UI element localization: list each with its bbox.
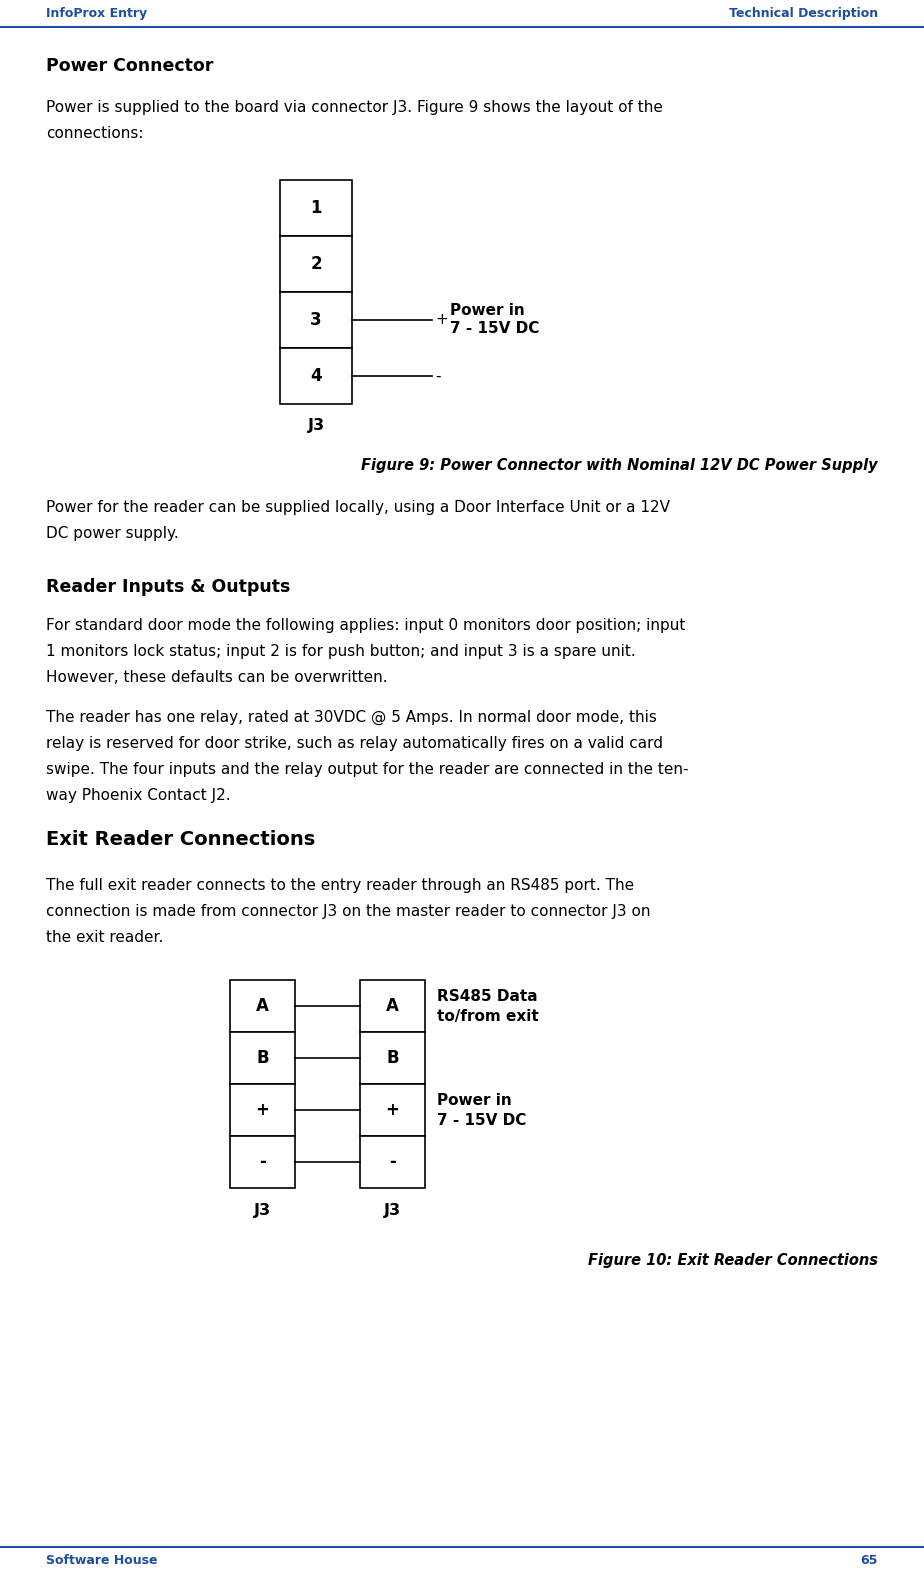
Bar xyxy=(230,981,295,1033)
Text: J3: J3 xyxy=(384,1203,401,1218)
Text: Reader Inputs & Outputs: Reader Inputs & Outputs xyxy=(46,578,290,597)
Text: to/from exit: to/from exit xyxy=(437,1009,539,1025)
Bar xyxy=(360,1033,425,1084)
Bar xyxy=(280,348,352,405)
Text: InfoProx Entry: InfoProx Entry xyxy=(46,8,147,20)
Text: J3: J3 xyxy=(254,1203,271,1218)
Text: Power Connector: Power Connector xyxy=(46,57,213,76)
Text: connections:: connections: xyxy=(46,126,143,142)
Text: swipe. The four inputs and the relay output for the reader are connected in the : swipe. The four inputs and the relay out… xyxy=(46,762,688,778)
Text: 1: 1 xyxy=(310,198,322,217)
Text: 65: 65 xyxy=(860,1554,878,1566)
Bar xyxy=(230,1136,295,1188)
Text: A: A xyxy=(256,996,269,1015)
Text: +: + xyxy=(385,1100,399,1119)
Text: 7 - 15V DC: 7 - 15V DC xyxy=(437,1113,527,1129)
Bar xyxy=(360,1084,425,1136)
Text: Power for the reader can be supplied locally, using a Door Interface Unit or a 1: Power for the reader can be supplied loc… xyxy=(46,501,670,515)
Text: 2: 2 xyxy=(310,255,322,272)
Text: RS485 Data: RS485 Data xyxy=(437,988,538,1004)
Text: B: B xyxy=(256,1048,269,1067)
Text: Figure 10: Exit Reader Connections: Figure 10: Exit Reader Connections xyxy=(588,1253,878,1269)
Text: For standard door mode the following applies: input 0 monitors door position; in: For standard door mode the following app… xyxy=(46,619,686,633)
Text: +: + xyxy=(435,313,448,327)
Text: J3: J3 xyxy=(308,419,324,433)
Text: Power in: Power in xyxy=(450,304,525,318)
Text: DC power supply.: DC power supply. xyxy=(46,526,178,541)
Text: However, these defaults can be overwritten.: However, these defaults can be overwritt… xyxy=(46,671,388,685)
Bar xyxy=(230,1033,295,1084)
Text: 7 - 15V DC: 7 - 15V DC xyxy=(450,321,540,335)
Text: way Phoenix Contact J2.: way Phoenix Contact J2. xyxy=(46,789,231,803)
Text: 1 monitors lock status; input 2 is for push button; and input 3 is a spare unit.: 1 monitors lock status; input 2 is for p… xyxy=(46,644,636,660)
Text: The full exit reader connects to the entry reader through an RS485 port. The: The full exit reader connects to the ent… xyxy=(46,878,634,892)
Text: -: - xyxy=(435,368,441,384)
Text: A: A xyxy=(386,996,399,1015)
Text: Power in: Power in xyxy=(437,1092,512,1108)
Bar xyxy=(230,1084,295,1136)
Text: relay is reserved for door strike, such as relay automatically fires on a valid : relay is reserved for door strike, such … xyxy=(46,737,663,751)
Text: -: - xyxy=(259,1154,266,1171)
Bar xyxy=(360,981,425,1033)
Text: Exit Reader Connections: Exit Reader Connections xyxy=(46,829,315,848)
Bar xyxy=(280,236,352,293)
Text: Technical Description: Technical Description xyxy=(729,8,878,20)
Text: 3: 3 xyxy=(310,312,322,329)
Text: Power is supplied to the board via connector J3. Figure 9 shows the layout of th: Power is supplied to the board via conne… xyxy=(46,101,663,115)
Text: Software House: Software House xyxy=(46,1554,157,1566)
Bar xyxy=(360,1136,425,1188)
Text: the exit reader.: the exit reader. xyxy=(46,930,164,944)
Text: connection is made from connector J3 on the master reader to connector J3 on: connection is made from connector J3 on … xyxy=(46,903,650,919)
Text: 4: 4 xyxy=(310,367,322,386)
Bar xyxy=(280,293,352,348)
Text: The reader has one relay, rated at 30VDC @ 5 Amps. In normal door mode, this: The reader has one relay, rated at 30VDC… xyxy=(46,710,657,726)
Bar xyxy=(280,179,352,236)
Text: B: B xyxy=(386,1048,399,1067)
Text: Figure 9: Power Connector with Nominal 12V DC Power Supply: Figure 9: Power Connector with Nominal 1… xyxy=(361,458,878,474)
Text: -: - xyxy=(389,1154,396,1171)
Text: +: + xyxy=(256,1100,270,1119)
